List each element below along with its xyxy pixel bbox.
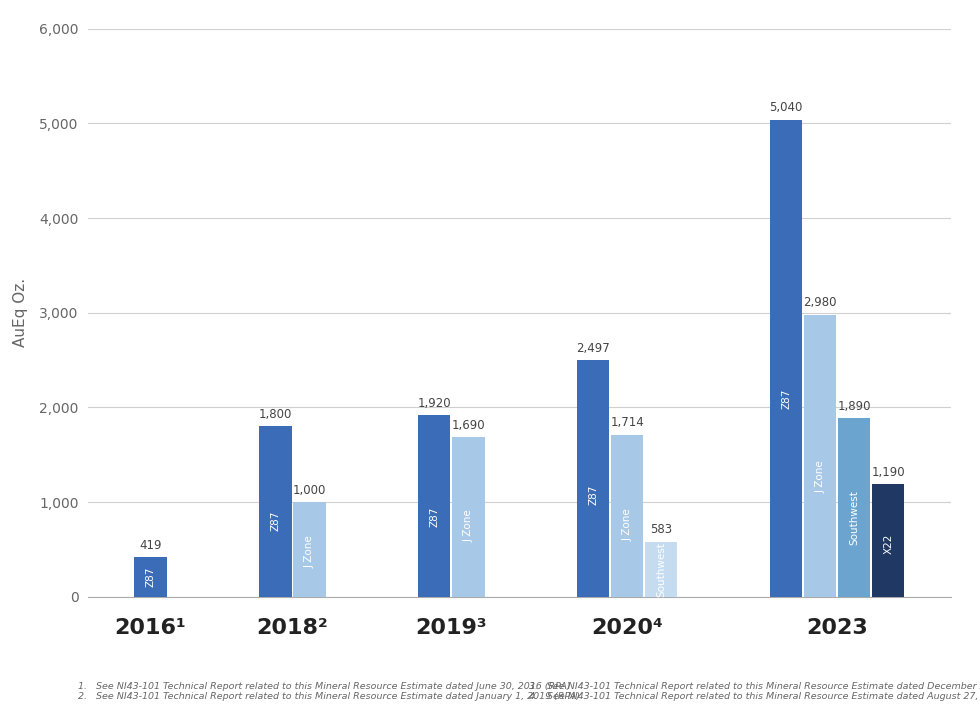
Text: 3.   See NI43-101 Technical Report related to this Mineral Resource Estimate dat: 3. See NI43-101 Technical Report related…: [529, 682, 980, 701]
Text: J Zone: J Zone: [464, 509, 473, 541]
Bar: [260, 426, 292, 597]
Bar: [804, 315, 836, 597]
Text: Z87: Z87: [781, 388, 791, 408]
Text: 583: 583: [650, 523, 672, 536]
Bar: [645, 541, 677, 597]
Text: 1,890: 1,890: [837, 400, 871, 413]
Y-axis label: AuEq Oz.: AuEq Oz.: [13, 278, 27, 347]
Text: Z87: Z87: [429, 506, 439, 527]
Text: 2,497: 2,497: [576, 342, 610, 355]
Bar: [872, 484, 905, 597]
Text: J Zone: J Zone: [622, 508, 632, 541]
Text: 1,000: 1,000: [293, 484, 326, 497]
Bar: [770, 119, 803, 597]
Text: Z87: Z87: [270, 510, 280, 531]
Text: 1.   See NI43-101 Technical Report related to this Mineral Resource Estimate dat: 1. See NI43-101 Technical Report related…: [78, 682, 580, 701]
Text: J Zone: J Zone: [305, 535, 315, 568]
Text: 5,040: 5,040: [769, 101, 803, 114]
Bar: [838, 418, 870, 597]
Bar: [418, 415, 451, 597]
Text: 1,920: 1,920: [417, 397, 451, 410]
Text: 1,714: 1,714: [611, 416, 644, 429]
Text: 2,980: 2,980: [804, 296, 837, 309]
Text: Z87: Z87: [588, 485, 598, 505]
Bar: [134, 557, 167, 597]
Text: J Zone: J Zone: [815, 460, 825, 493]
Bar: [452, 436, 484, 597]
Text: 1,800: 1,800: [259, 408, 292, 421]
Text: 1,190: 1,190: [871, 466, 905, 479]
Text: 419: 419: [139, 539, 162, 552]
Bar: [577, 360, 610, 597]
Text: 1,690: 1,690: [452, 418, 485, 431]
Text: Southwest: Southwest: [849, 490, 859, 545]
Bar: [612, 434, 643, 597]
Text: X22: X22: [883, 534, 893, 554]
Bar: [293, 502, 325, 597]
Text: Z87: Z87: [146, 567, 156, 587]
Text: Southwest: Southwest: [657, 541, 666, 597]
